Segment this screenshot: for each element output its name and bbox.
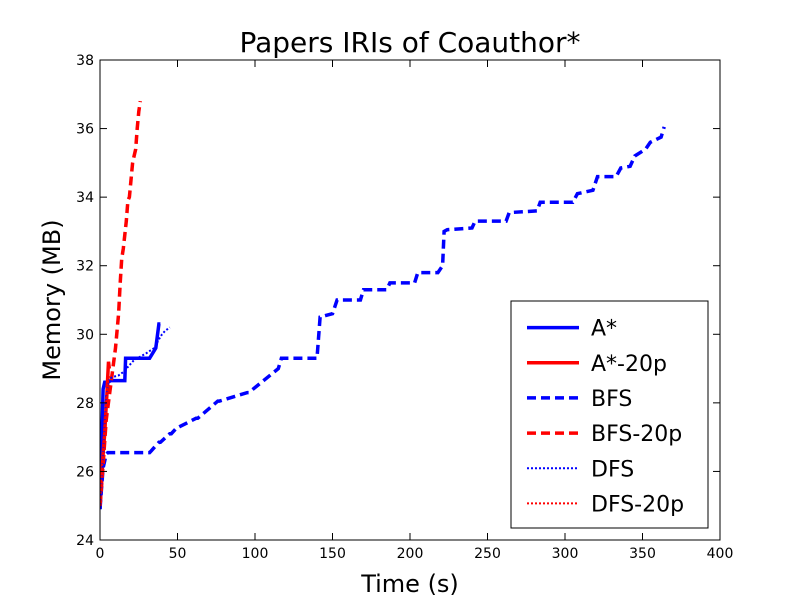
legend-label: DFS — [591, 457, 634, 482]
y-tick-label: 26 — [76, 464, 94, 480]
x-tick-label: 400 — [707, 546, 734, 562]
x-axis-label: Time (s) — [360, 570, 459, 598]
legend: A* A*-20p BFS BFS-20p DFS DFS-20p — [510, 300, 709, 529]
y-axis-label: Memory (MB) — [38, 219, 66, 380]
x-tick-label: 350 — [629, 546, 656, 562]
series-line-bfs-20p — [100, 100, 143, 506]
x-tick-label: 0 — [96, 546, 105, 562]
x-tick-label: 100 — [242, 546, 269, 562]
series-line-bfs — [100, 126, 666, 510]
series-line-dfs — [100, 326, 171, 510]
y-tick-label: 32 — [76, 259, 94, 275]
y-tick-label: 24 — [76, 533, 94, 549]
y-tick-label: 36 — [76, 122, 94, 138]
plot-area — [100, 100, 666, 510]
y-tick-label: 30 — [76, 327, 94, 343]
legend-label: BFS-20p — [591, 422, 682, 447]
chart-title: Papers IRIs of Coauthor* — [239, 26, 580, 59]
legend-label: A* — [591, 317, 617, 342]
legend-label: DFS-20p — [591, 492, 684, 517]
x-tick-label: 50 — [169, 546, 187, 562]
legend-box — [510, 300, 709, 529]
x-tick-label: 150 — [319, 546, 346, 562]
x-tick-label: 250 — [474, 546, 501, 562]
axis-ticks: 0 50 100 150 200 250 300 350 400 24 26 28 30 32 34 36 38 — [76, 53, 733, 562]
x-tick-label: 300 — [552, 546, 579, 562]
y-tick-label: 28 — [76, 396, 94, 412]
x-tick-label: 200 — [397, 546, 424, 562]
legend-label: BFS — [591, 387, 632, 412]
y-tick-label: 38 — [76, 53, 94, 69]
series-line-a- — [100, 322, 161, 510]
legend-label: A*-20p — [591, 352, 667, 377]
y-tick-label: 34 — [76, 190, 94, 206]
